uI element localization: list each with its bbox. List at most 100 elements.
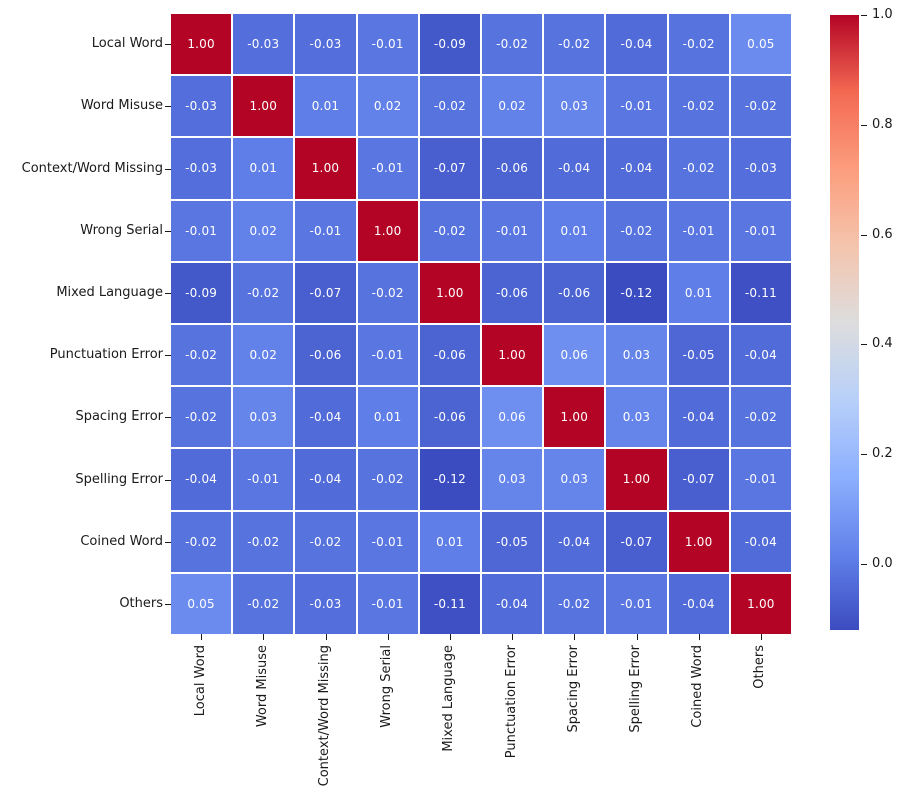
x-tick-mark <box>387 634 389 640</box>
heatmap-cell: -0.02 <box>730 387 791 448</box>
heatmap-cell: -0.06 <box>482 138 543 199</box>
heatmap-cell: -0.06 <box>295 325 356 386</box>
heatmap-cell: -0.01 <box>606 573 667 634</box>
x-tick-mark <box>760 634 762 640</box>
x-tick-label: Coined Word <box>690 645 706 728</box>
x-tick-label: Local Word <box>192 645 208 717</box>
y-tick-label: Punctuation Error <box>49 347 163 363</box>
heatmap-cell: -0.04 <box>606 14 667 75</box>
x-tick-label: Spelling Error <box>628 645 643 733</box>
heatmap-cell: -0.02 <box>171 387 232 448</box>
x-tick-mark <box>263 634 265 640</box>
heatmap-cell: -0.01 <box>606 76 667 137</box>
colorbar-tick-mark <box>861 344 867 346</box>
heatmap-cell: -0.01 <box>357 573 418 634</box>
x-tick-label: Word Misuse <box>254 645 270 728</box>
colorbar-tick-label: 0.6 <box>872 226 893 242</box>
heatmap-cell: -0.06 <box>419 325 480 386</box>
heatmap-cell: -0.04 <box>730 325 791 386</box>
heatmap-cell: -0.11 <box>730 262 791 323</box>
heatmap-cell: 0.06 <box>544 325 605 386</box>
heatmap-cell: -0.07 <box>606 511 667 572</box>
heatmap-cell: -0.05 <box>482 511 543 572</box>
heatmap-cell: 1.00 <box>295 138 356 199</box>
heatmap-cell: 0.02 <box>233 200 294 261</box>
heatmap-cell: -0.11 <box>419 573 480 634</box>
heatmap-cell: -0.01 <box>482 200 543 261</box>
heatmap-cell: -0.01 <box>295 200 356 261</box>
y-tick-mark <box>165 603 171 605</box>
x-tick-mark <box>449 634 451 640</box>
y-tick-mark <box>165 106 171 108</box>
heatmap-cell: -0.03 <box>171 76 232 137</box>
heatmap-cell: -0.09 <box>419 14 480 75</box>
y-tick-mark <box>165 417 171 419</box>
y-tick-mark <box>165 44 171 46</box>
x-tick-mark <box>201 634 203 640</box>
colorbar-tick-label: 0.4 <box>872 336 893 352</box>
heatmap-cell: 1.00 <box>233 76 294 137</box>
heatmap-cell: -0.02 <box>357 262 418 323</box>
y-tick-label: Word Misuse <box>80 98 163 114</box>
y-tick-label: Spelling Error <box>75 471 163 487</box>
heatmap-cell: -0.04 <box>606 138 667 199</box>
y-tick-label: Mixed Language <box>56 284 163 300</box>
heatmap-cell: 0.03 <box>482 449 543 510</box>
y-tick-mark <box>165 541 171 543</box>
heatmap-cell: -0.03 <box>730 138 791 199</box>
heatmap-cell: 0.01 <box>668 262 729 323</box>
y-tick-label: Others <box>119 595 163 611</box>
heatmap-cell: 0.03 <box>606 325 667 386</box>
heatmap-cell: 0.03 <box>544 76 605 137</box>
heatmap-cell: -0.02 <box>171 325 232 386</box>
heatmap-cell: -0.01 <box>668 200 729 261</box>
heatmap-cell: 0.06 <box>482 387 543 448</box>
heatmap-cell: -0.02 <box>606 200 667 261</box>
colorbar-gradient <box>830 15 859 630</box>
heatmap-cell: 1.00 <box>171 14 232 75</box>
heatmap-cell: -0.09 <box>171 262 232 323</box>
heatmap-cell: -0.01 <box>357 325 418 386</box>
colorbar-tick-mark <box>861 454 867 456</box>
heatmap-cell: 1.00 <box>357 200 418 261</box>
heatmap-cell: 1.00 <box>668 511 729 572</box>
heatmap-cell: -0.06 <box>482 262 543 323</box>
heatmap-cell: -0.02 <box>419 200 480 261</box>
x-tick-label: Others <box>752 645 768 689</box>
x-tick-mark <box>636 634 638 640</box>
heatmap-cell: 1.00 <box>606 449 667 510</box>
heatmap-cell: -0.04 <box>544 138 605 199</box>
heatmap-cell: -0.04 <box>295 449 356 510</box>
heatmap-cell: 1.00 <box>544 387 605 448</box>
y-tick-mark <box>165 230 171 232</box>
heatmap-cell: -0.02 <box>482 14 543 75</box>
heatmap-cell: 0.01 <box>233 138 294 199</box>
colorbar-tick-label: 0.0 <box>872 556 893 572</box>
heatmap-grid: 1.00 -0.03 -0.03 -0.01 -0.09 -0.02 -0.02 -0.04-… <box>171 14 791 634</box>
heatmap-cell: -0.02 <box>544 14 605 75</box>
heatmap-cell: 0.05 <box>171 573 232 634</box>
y-tick-label: Coined Word <box>80 533 163 549</box>
heatmap-cell: -0.02 <box>419 76 480 137</box>
colorbar-tick-mark <box>861 15 867 16</box>
heatmap-cell: -0.06 <box>419 387 480 448</box>
colorbar-tick-mark <box>861 564 867 566</box>
heatmap-cell: -0.01 <box>357 511 418 572</box>
x-tick-label: Spacing Error <box>565 645 581 733</box>
heatmap-cell: -0.02 <box>668 138 729 199</box>
heatmap-cell: -0.01 <box>730 200 791 261</box>
colorbar-tick-label: 1.0 <box>872 7 893 22</box>
x-tick-label: Punctuation Error <box>503 645 519 759</box>
heatmap-cell: 0.02 <box>482 76 543 137</box>
heatmap-cell: -0.05 <box>668 325 729 386</box>
y-tick-mark <box>165 168 171 170</box>
x-tick-mark <box>512 634 514 640</box>
heatmap-cell: -0.04 <box>730 511 791 572</box>
heatmap-cell: -0.02 <box>295 511 356 572</box>
heatmap-cell: 0.01 <box>419 511 480 572</box>
heatmap-cell: 0.01 <box>357 387 418 448</box>
colorbar-tick-label: 0.8 <box>872 116 893 132</box>
colorbar-tick-mark <box>861 234 867 236</box>
heatmap-cell: -0.12 <box>606 262 667 323</box>
